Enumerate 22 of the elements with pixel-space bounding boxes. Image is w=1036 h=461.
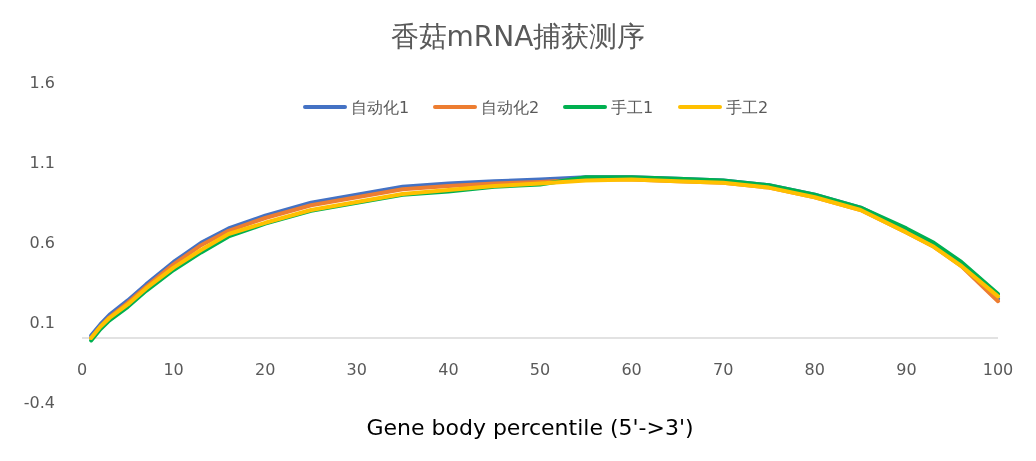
legend-label: 自动化1 <box>351 98 410 117</box>
legend-label: 手工2 <box>726 98 769 117</box>
y-tick-label: 1.1 <box>29 153 55 172</box>
x-tick-label: 60 <box>621 360 642 379</box>
y-tick-label: 1.6 <box>29 73 55 92</box>
x-tick-label: 90 <box>896 360 917 379</box>
x-tick-label: 20 <box>255 360 276 379</box>
x-tick-label: 80 <box>804 360 825 379</box>
y-tick-label: 0.6 <box>29 233 55 252</box>
y-tick-label: 0.1 <box>29 313 55 332</box>
legend-label: 手工1 <box>611 98 654 117</box>
x-tick-label: 100 <box>982 360 1014 379</box>
chart-title: 香菇mRNA捕获测序 <box>390 20 646 53</box>
legend-label: 自动化2 <box>481 98 540 117</box>
x-axis-title: Gene body percentile (5'->3') <box>366 415 694 440</box>
x-tick-label: 40 <box>438 360 459 379</box>
x-tick-label: 30 <box>346 360 367 379</box>
y-tick-label: -0.4 <box>23 393 55 412</box>
x-tick-label: 50 <box>529 360 551 379</box>
x-tick-label: 10 <box>163 360 184 379</box>
x-tick-label: 0 <box>76 360 88 379</box>
x-tick-label: 70 <box>713 360 734 379</box>
